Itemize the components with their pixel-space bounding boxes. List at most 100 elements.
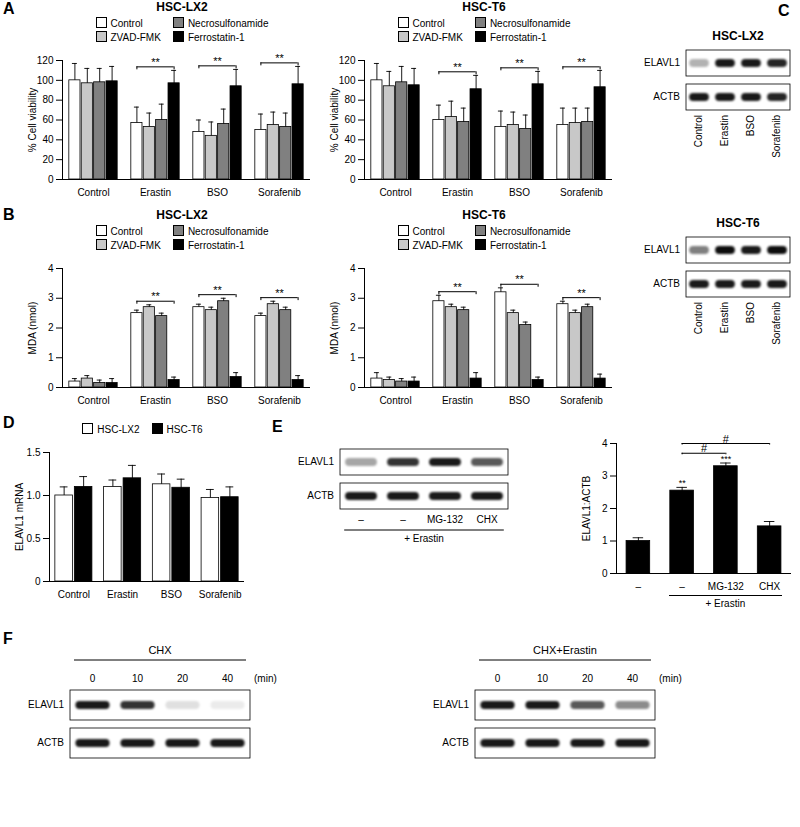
svg-text:40: 40 [344,134,356,145]
svg-text:4: 4 [350,263,356,274]
svg-text:120: 120 [37,55,54,66]
svg-text:ACTB: ACTB [307,490,334,501]
svg-text:0: 0 [90,673,96,684]
svg-text:BSO: BSO [207,187,228,198]
svg-text:Control: Control [693,115,704,147]
svg-text:ELAVL1: ELAVL1 [298,456,334,467]
svg-text:Control: Control [693,302,704,334]
svg-text:**: ** [679,478,687,488]
svg-text:% Cell viability: % Cell viability [329,88,340,152]
svg-text:0: 0 [350,382,356,393]
svg-text:**: ** [515,57,524,69]
svg-text:0: 0 [48,382,54,393]
svg-text:ACTB: ACTB [653,91,680,102]
svg-text:Erastin: Erastin [442,395,473,406]
svg-text:40: 40 [222,673,234,684]
svg-text:ACTB: ACTB [442,737,469,748]
svg-text:BSO: BSO [207,395,228,406]
svg-text:BSO: BSO [161,589,182,600]
svg-text:(min): (min) [254,673,277,684]
svg-text:20: 20 [177,673,189,684]
svg-text:+ Erastin: + Erastin [404,533,444,544]
svg-text:4: 4 [48,263,54,274]
svg-text:2: 2 [350,322,356,333]
svg-text:% Cell viability: % Cell viability [27,88,38,152]
svg-text:Erastin: Erastin [442,187,473,198]
svg-text:ELAVL1 mRNA: ELAVL1 mRNA [14,483,25,552]
svg-text:2: 2 [602,503,608,514]
svg-text:80: 80 [344,94,356,105]
svg-text:Erastin: Erastin [719,302,730,333]
svg-text:1: 1 [350,352,356,363]
svg-text:20: 20 [582,673,594,684]
svg-text:1: 1 [48,352,54,363]
svg-text:Control: Control [379,187,411,198]
svg-text:CHX: CHX [476,514,497,525]
svg-text:Sorafenib: Sorafenib [258,395,301,406]
svg-text:***: *** [721,454,732,464]
svg-text:ACTB: ACTB [653,278,680,289]
svg-text:CHX+Erastin: CHX+Erastin [533,644,597,656]
svg-text:Erastin: Erastin [719,115,730,146]
svg-text:Sorafenib: Sorafenib [199,589,242,600]
svg-text:**: ** [453,61,462,73]
svg-text:1.5: 1.5 [27,447,41,458]
svg-text:2: 2 [48,322,54,333]
svg-text:MDA (nmol): MDA (nmol) [27,302,38,355]
svg-text:BSO: BSO [745,302,756,323]
svg-text:Erastin: Erastin [140,187,171,198]
svg-text:Erastin: Erastin [107,589,138,600]
svg-text:HSC-LX2: HSC-LX2 [712,29,764,43]
svg-text:ELAVL1: ELAVL1 [433,699,469,710]
svg-text:40: 40 [42,134,54,145]
svg-text:0: 0 [350,174,356,185]
svg-text:ACTB: ACTB [37,737,64,748]
svg-text:10: 10 [132,673,144,684]
svg-text:ELAVL1: ELAVL1 [644,244,680,255]
svg-text:Control: Control [77,395,109,406]
svg-text:Control: Control [58,589,90,600]
svg-text:Sorafenib: Sorafenib [771,302,782,345]
svg-text:–: – [679,581,685,592]
svg-text:0: 0 [495,673,501,684]
svg-text:CHX: CHX [148,644,172,656]
svg-text:10: 10 [537,673,549,684]
svg-text:40: 40 [627,673,639,684]
svg-text:0.5: 0.5 [27,533,41,544]
svg-text:**: ** [515,273,524,285]
svg-text:3: 3 [602,470,608,481]
svg-text:MG-132: MG-132 [427,514,464,525]
svg-text:#: # [723,433,730,445]
svg-text:**: ** [577,287,586,299]
svg-text:3: 3 [48,292,54,303]
svg-text:ELAVL1:ACTB: ELAVL1:ACTB [581,475,592,541]
svg-text:**: ** [213,55,222,67]
svg-text:**: ** [213,284,222,296]
svg-text:**: ** [453,281,462,293]
svg-text:Control: Control [77,187,109,198]
svg-text:**: ** [151,56,160,68]
svg-text:120: 120 [339,55,356,66]
svg-text:20: 20 [344,154,356,165]
svg-text:Sorafenib: Sorafenib [560,395,603,406]
svg-text:BSO: BSO [745,115,756,136]
svg-text:–: – [358,514,364,525]
svg-text:1.0: 1.0 [27,490,41,501]
svg-text:20: 20 [42,154,54,165]
svg-text:**: ** [577,56,586,68]
svg-text:100: 100 [37,75,54,86]
svg-text:60: 60 [42,114,54,125]
svg-text:Control: Control [379,395,411,406]
svg-text:0: 0 [602,568,608,579]
svg-text:**: ** [275,287,284,299]
svg-text:CHX: CHX [759,581,780,592]
svg-text:Erastin: Erastin [140,395,171,406]
svg-text:BSO: BSO [509,395,530,406]
svg-text:100: 100 [339,75,356,86]
svg-text:HSC-T6: HSC-T6 [716,216,760,230]
svg-text:(min): (min) [659,673,682,684]
svg-text:BSO: BSO [509,187,530,198]
svg-text:ELAVL1: ELAVL1 [644,57,680,68]
svg-text:1: 1 [602,535,608,546]
svg-text:Sorafenib: Sorafenib [771,115,782,158]
